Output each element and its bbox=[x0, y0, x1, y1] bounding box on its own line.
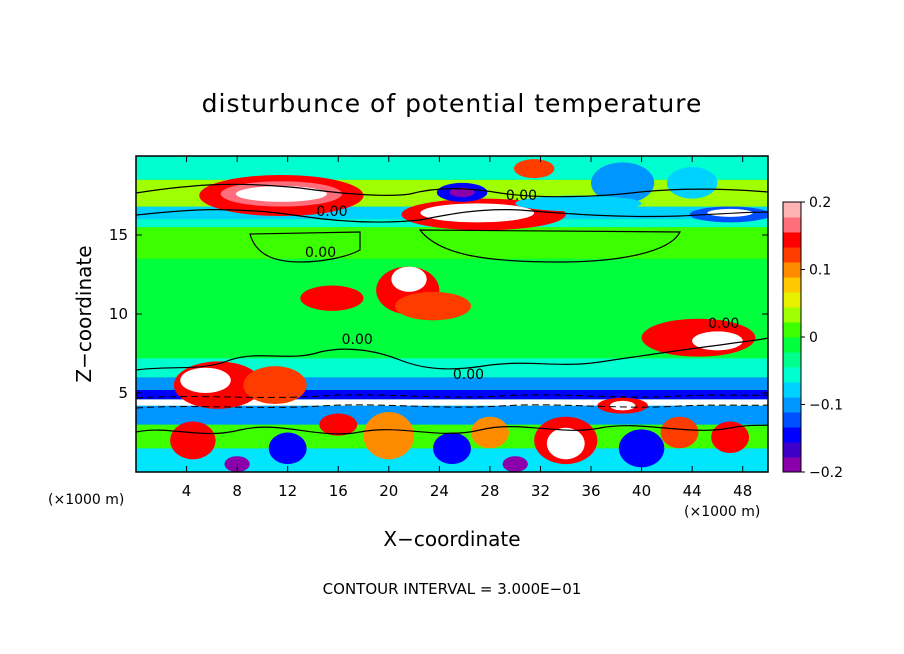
field-blob-30 bbox=[502, 456, 528, 472]
contour-dashed-1 bbox=[135, 394, 769, 399]
x-axis-label: X−coordinate bbox=[383, 527, 520, 551]
contour-upper bbox=[135, 183, 769, 198]
colorbar-swatch-9 bbox=[783, 322, 801, 338]
contour-box-left bbox=[249, 231, 361, 263]
x-tick-label-44: 44 bbox=[683, 482, 702, 500]
field-blob-6 bbox=[449, 187, 475, 198]
y-tick-label-10: 10 bbox=[109, 305, 128, 323]
field-blob-24 bbox=[363, 411, 415, 460]
x-tick-label-36: 36 bbox=[581, 482, 600, 500]
colorbar-tick-label-3: −0.1 bbox=[809, 398, 843, 414]
contour-mid bbox=[135, 337, 769, 371]
contour-label-2: 0.00 bbox=[305, 245, 336, 261]
colorbar-swatch-16 bbox=[783, 217, 801, 233]
field-blob-34 bbox=[319, 413, 358, 436]
colorbar-tick-label-2: 0 bbox=[809, 330, 818, 346]
field-blob-31 bbox=[224, 456, 250, 472]
contour-dashed-2 bbox=[135, 404, 769, 409]
field-blob-23 bbox=[546, 427, 585, 460]
y-tick-label-15: 15 bbox=[109, 226, 128, 244]
colorbar-swatch-10 bbox=[783, 307, 801, 323]
colorbar-swatch-5 bbox=[783, 382, 801, 398]
colorbar-tick-label-0: 0.2 bbox=[809, 195, 831, 211]
field-blob-33 bbox=[470, 416, 509, 449]
field-blob-12 bbox=[666, 167, 718, 199]
field-blob-36 bbox=[610, 400, 636, 411]
y-axis-label: Z−coordinate bbox=[72, 245, 96, 382]
colorbar-swatch-17 bbox=[783, 202, 801, 218]
colorbar-swatch-13 bbox=[783, 262, 801, 278]
x-tick-label-40: 40 bbox=[632, 482, 651, 500]
x-tick-label-8: 8 bbox=[232, 482, 242, 500]
field-blob-14 bbox=[391, 266, 427, 292]
x-tick-label-4: 4 bbox=[182, 482, 192, 500]
x-tick-label-32: 32 bbox=[531, 482, 550, 500]
x-axis-ticks: 4 8 12 16 20 24 28 32 36 40 44 48 bbox=[182, 156, 752, 500]
x-tick-label-20: 20 bbox=[379, 482, 398, 500]
field-blob-27 bbox=[268, 432, 307, 465]
field-blobs bbox=[170, 159, 768, 472]
field-blob-21 bbox=[243, 366, 307, 405]
x-tick-label-24: 24 bbox=[430, 482, 449, 500]
colorbar-swatch-15 bbox=[783, 232, 801, 248]
contour-labels: 0.00 0.00 0.00 0.00 0.00 0.00 bbox=[305, 188, 739, 383]
field-blob-29 bbox=[618, 429, 665, 468]
colorbar-swatch-4 bbox=[783, 397, 801, 413]
y-axis-ticks: 5 10 15 bbox=[109, 226, 768, 402]
colorbar-swatch-6 bbox=[783, 367, 801, 383]
negative-contour-lines bbox=[135, 394, 769, 409]
colorbar-tick-label-1: 0.1 bbox=[809, 263, 831, 279]
colorbar-swatch-0 bbox=[783, 457, 801, 473]
x-axis-unit-right: (×1000 m) bbox=[684, 504, 760, 520]
contour-label-0: 0.00 bbox=[316, 204, 347, 220]
colorbar-swatch-11 bbox=[783, 292, 801, 308]
field-blob-18 bbox=[692, 331, 743, 351]
field-band-3 bbox=[136, 399, 768, 406]
contour-label-3: 0.00 bbox=[342, 332, 373, 348]
field-band-4 bbox=[136, 389, 768, 400]
contour-label-5: 0.00 bbox=[708, 316, 739, 332]
contour-lower-jet bbox=[135, 209, 769, 223]
field-blob-9 bbox=[513, 159, 555, 179]
contour-low bbox=[135, 424, 769, 435]
field-blob-15 bbox=[300, 285, 364, 311]
x-tick-label-12: 12 bbox=[278, 482, 297, 500]
field-blob-20 bbox=[180, 367, 231, 393]
heatmap-field bbox=[136, 156, 768, 472]
colorbar-swatch-3 bbox=[783, 412, 801, 428]
colorbar-tick-label-4: −0.2 bbox=[809, 465, 843, 481]
contour-label-4: 0.00 bbox=[453, 367, 484, 383]
x-tick-label-28: 28 bbox=[480, 482, 499, 500]
field-blob-28 bbox=[433, 432, 471, 465]
field-blob-7 bbox=[591, 162, 655, 204]
x-tick-label-48: 48 bbox=[733, 482, 752, 500]
zero-contour-lines bbox=[135, 183, 769, 435]
contour-interval-note: CONTOUR INTERVAL = 3.000E−01 bbox=[323, 580, 582, 598]
colorbar-swatch-14 bbox=[783, 247, 801, 263]
colorbar: 0.2 0.1 0 −0.1 −0.2 bbox=[782, 195, 843, 481]
colorbar-swatch-8 bbox=[783, 337, 801, 353]
y-tick-label-5: 5 bbox=[118, 384, 128, 402]
contour-box-right bbox=[418, 229, 681, 263]
colorbar-swatch-12 bbox=[783, 277, 801, 293]
field-blob-32 bbox=[660, 416, 699, 449]
colorbar-swatch-1 bbox=[783, 442, 801, 458]
colorbar-swatch-2 bbox=[783, 427, 801, 443]
field-blob-2 bbox=[235, 186, 327, 202]
colorbar-swatch-7 bbox=[783, 352, 801, 368]
field-blob-8 bbox=[515, 195, 642, 212]
field-blob-16 bbox=[395, 291, 471, 321]
field-blob-4 bbox=[420, 203, 535, 223]
x-tick-label-16: 16 bbox=[329, 482, 348, 500]
contour-label-1: 0.00 bbox=[506, 188, 537, 204]
chart-title: disturbunce of potential temperature bbox=[202, 89, 703, 118]
x-axis-unit-left: (×1000 m) bbox=[48, 492, 124, 508]
field-blob-25 bbox=[170, 421, 216, 460]
